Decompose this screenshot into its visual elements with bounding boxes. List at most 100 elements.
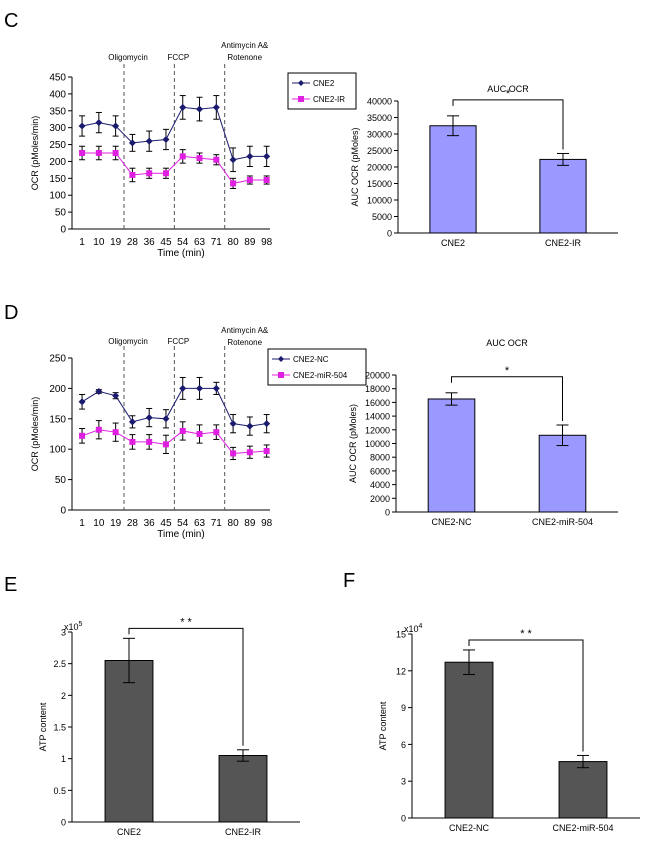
x-tick-label: 45 [160,518,172,529]
y-tick-label: 5000 [372,212,392,222]
x-tick-label: CNE2-NC [449,823,490,833]
x-axis-label: Time (min) [157,248,204,259]
x-tick-label: CNE2 [117,827,141,837]
panel-label-f: F [343,570,356,592]
significance-bracket [128,627,244,746]
significance-bracket [452,99,564,150]
x-tick-label: 80 [228,518,240,529]
y-tick-label: 16000 [365,398,390,408]
data-point [230,180,237,187]
y-tick-label: 200 [49,384,66,395]
y-tick-label: 350 [49,106,66,117]
y-tick-label: 0 [61,818,66,828]
data-point [145,137,153,145]
data-point [213,156,220,163]
y-tick-label: 40000 [367,97,392,107]
y-tick-label: 100 [49,445,66,456]
chart-title: AUC OCR [487,84,529,94]
y-tick-label: 2.5 [53,659,66,669]
data-point [95,150,102,156]
chart-4-marks: CNE2 CNE2-IR * * x105 [64,616,268,837]
data-point [112,150,119,156]
injection-marker-label: FCCP [167,53,189,62]
data-point [246,449,253,456]
x-tick-label: CNE2 [441,238,465,248]
y-tick-label: 30000 [367,130,392,140]
data-point [179,384,187,392]
legend-marker [278,356,284,362]
y-tick-label: 400 [49,89,66,100]
legend-box [267,348,367,386]
x-tick-label: CNE2-NC [431,517,472,527]
series-0 [78,376,271,436]
y-tick-label: 35000 [367,113,392,123]
injection-marker-label: Rotenone [227,53,262,62]
data-point [128,418,136,426]
bar [538,434,587,513]
x-tick-label: 98 [261,518,273,529]
y-tick-label: 50 [55,475,67,486]
data-point [196,384,204,392]
injection-marker-label: Oligomycin [108,337,148,346]
y-tick-label: 10000 [365,439,390,449]
x-tick-label: 98 [261,237,273,248]
y-axis-label: AUC OCR (pMoles) [350,127,360,206]
y-tick-label: 20000 [365,371,390,381]
chart-1-marks: CNE2 CNE2-IR *AUC OCR [429,84,587,248]
series-line [81,387,267,427]
x-tick-label: 19 [110,518,122,529]
legend-marker [298,96,304,102]
data-point [162,441,169,448]
y-tick-label: 1 [61,754,66,764]
chart-0-legend: CNE2 CNE2-IR [287,72,357,110]
bar [444,661,494,819]
data-point [78,398,86,406]
bar [218,755,268,823]
legend-label: CNE2-IR [313,95,345,104]
series-0 [78,95,271,173]
y-tick-label: 6 [401,740,406,750]
chart-3-marks: CNE2-NC CNE2-miR-504 * AUC OCR [427,338,593,527]
chart-1-axes: 0 5000 10000 15000 20000 25000 30000 35000 40000… [350,97,618,239]
y-tick-label: 0 [385,508,390,518]
y-scale-label: x105 [64,621,83,632]
significance-marker: * [506,88,511,100]
x-tick-label: 63 [194,237,206,248]
bar [539,158,587,234]
y-tick-label: 3 [401,777,406,787]
data-point [263,448,270,455]
y-tick-label: 10000 [367,196,392,206]
legend-label: CNE2 [313,79,335,88]
legend-marker [278,372,284,378]
data-point [162,135,170,143]
data-point [95,426,102,433]
y-tick-label: 12000 [365,425,390,435]
data-point [112,429,119,436]
injection-marker-label: Rotenone [227,338,262,347]
legend-marker [298,80,304,86]
y-tick-label: 25000 [367,146,392,156]
x-tick-label: 54 [177,518,189,529]
injection-marker-label: Antimycin A& [221,41,269,50]
x-tick-label: 89 [244,237,256,248]
x-tick-label: 1 [79,237,85,248]
data-point [229,420,237,428]
data-point [230,450,237,457]
y-tick-label: 15000 [367,179,392,189]
significance-marker: * * [520,628,532,640]
x-axis-label: Time (min) [157,529,204,540]
data-point [129,438,136,445]
y-tick-label: 20000 [367,163,392,173]
y-tick-label: 300 [49,123,66,134]
data-point [146,170,153,177]
x-tick-label: CNE2-IR [545,238,582,248]
data-point [263,177,270,184]
x-tick-label: 71 [211,518,223,529]
data-point [95,387,103,395]
data-point [162,170,169,177]
y-tick-label: 3 [61,628,66,638]
y-tick-label: 14000 [365,412,390,422]
injection-marker-label: FCCP [167,337,189,346]
bar [429,125,477,234]
data-point [196,105,204,113]
